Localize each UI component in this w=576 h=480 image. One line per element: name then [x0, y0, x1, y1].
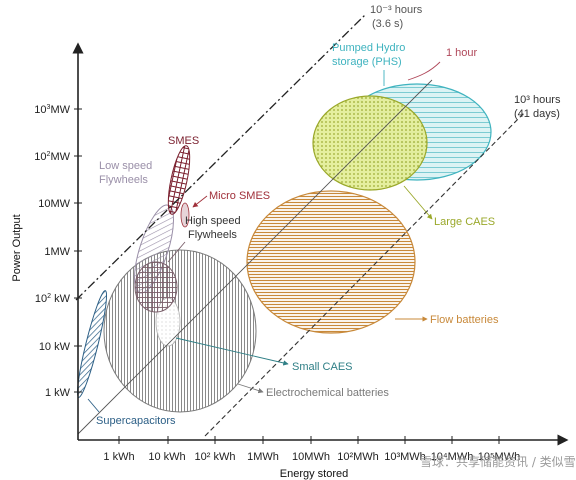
x-tick-labels: 1 kWh 10 kWh 10² kWh 1MWh 10MWh 10²MWh 1… — [103, 451, 520, 463]
x-tick-label: 10² kWh — [195, 451, 236, 463]
y-tick-labels: 1 kW 10 kW 102 kW 1MW 10MW 102MW 103MW — [34, 104, 70, 399]
y-tick-label: 10 kW — [39, 341, 71, 353]
leader-electrochemical — [237, 383, 264, 394]
label-supercapacitors: Supercapacitors — [96, 415, 176, 427]
leader-small-caes — [175, 337, 289, 366]
leader-supercapacitors — [87, 398, 100, 413]
label-small-caes: Small CAES — [292, 361, 353, 373]
label-high-speed-2: Flywheels — [188, 229, 237, 241]
y-tick-label: 1 kW — [45, 387, 71, 399]
label-41-days-line2: (41 days) — [514, 108, 560, 120]
label-pumped-hydro-1: Pumped Hydro — [332, 42, 405, 54]
high-speed-flywheels-region — [134, 261, 178, 313]
line-1-hour — [77, 79, 433, 435]
label-low-speed-1: Low speed — [99, 160, 152, 172]
y-tick-label: 103MW — [34, 104, 70, 116]
label-large-caes: Large CAES — [434, 216, 495, 228]
label-pumped-hydro-2: storage (PHS) — [332, 56, 402, 68]
x-tick-label: 10 kWh — [148, 451, 185, 463]
label-1-hour: 1 hour — [446, 47, 478, 59]
electrochemical-batteries-region — [103, 249, 257, 413]
x-tick-label: 10²MWh — [337, 451, 379, 463]
x-tick-label: 10⁵MWh — [478, 451, 520, 463]
label-flow-batteries: Flow batteries — [430, 314, 499, 326]
micro-smes-region — [180, 202, 190, 228]
x-tick-label: 10⁴MWh — [431, 451, 474, 463]
y-tick-label: 102 kW — [35, 293, 71, 305]
x-tick-label: 1MWh — [247, 451, 279, 463]
label-low-speed-2: Flywheels — [99, 174, 148, 186]
y-axis-title: Power Output — [11, 214, 23, 281]
leader-micro-smes — [192, 195, 208, 208]
label-high-speed-1: High speed — [185, 215, 241, 227]
x-ticks — [118, 436, 500, 444]
x-axis-title: Energy stored — [280, 468, 348, 480]
y-tick-label: 1MW — [44, 246, 70, 258]
y-tick-label: 10MW — [38, 198, 70, 210]
y-ticks — [74, 108, 82, 393]
large-caes-region — [312, 95, 428, 191]
label-smes: SMES — [168, 135, 199, 147]
label-3.6s-line2: (3.6 s) — [372, 18, 403, 30]
label-electrochemical: Electrochemical batteries — [266, 387, 389, 399]
label-3.6s-line1: 10⁻³ hours — [370, 4, 423, 16]
x-tick-label: 1 kWh — [103, 451, 134, 463]
y-tick-label: 102MW — [34, 151, 70, 163]
smes-region — [167, 145, 191, 215]
line-41-days — [204, 111, 526, 437]
leader-1-hour — [407, 61, 441, 81]
label-micro-smes: Micro SMES — [209, 190, 270, 202]
x-tick-label: 10MWh — [292, 451, 330, 463]
watermark: 雪球：共享储能资讯 / 类似雪汇光伏 — [420, 454, 576, 469]
label-41-days-line1: 10³ hours — [514, 94, 561, 106]
flow-batteries-region — [246, 190, 416, 334]
x-tick-label: 10³MWh — [384, 451, 426, 463]
leader-high-speed — [167, 241, 186, 263]
leader-large-caes — [403, 185, 433, 220]
